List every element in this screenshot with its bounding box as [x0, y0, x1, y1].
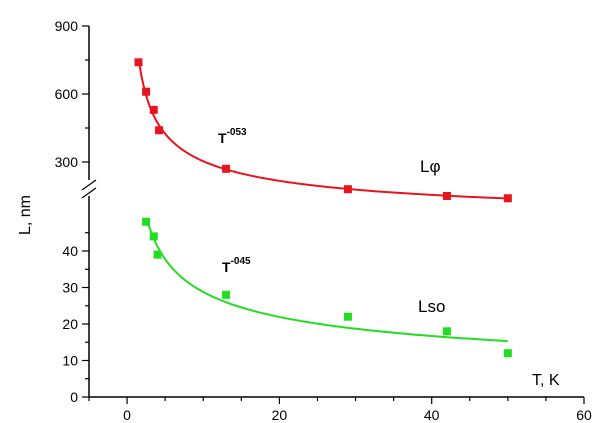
data-point-1 — [503, 349, 512, 358]
data-point-1 — [142, 217, 151, 226]
data-point-1 — [153, 250, 162, 259]
data-point-0 — [442, 192, 451, 200]
data-point-0 — [155, 126, 164, 135]
y-tick-label-lower: 20 — [62, 316, 78, 332]
y-tick-label-upper: 900 — [55, 18, 79, 34]
data-point-1 — [343, 312, 352, 321]
fit-annotation-upper-exponent: -053 — [227, 127, 247, 138]
data-point-0 — [134, 58, 143, 67]
ticks: 0 20 40 60 300 600 900 0 10 20 30 40 — [55, 18, 592, 423]
data-point-0 — [149, 105, 158, 114]
x-axis-label: T, K — [532, 372, 560, 389]
data-point-0 — [142, 87, 151, 96]
series-label-lso: Lso — [418, 297, 445, 316]
axis-break-mark-2 — [81, 187, 97, 199]
data-point-1 — [149, 232, 158, 241]
y-tick-label-lower: 40 — [62, 243, 78, 259]
data-point-1 — [222, 290, 231, 299]
fit-annotation-lower: T-045 — [222, 256, 251, 275]
x-tick-label: 20 — [272, 407, 288, 423]
y-tick-label-upper: 300 — [55, 154, 79, 170]
fit-curves — [138, 62, 508, 343]
x-tick-label: 40 — [424, 407, 440, 423]
data-point-0 — [503, 194, 512, 203]
fit-curve-0 — [138, 62, 508, 200]
fit-annotation-upper-base: T — [218, 130, 227, 146]
series-label-lphi: Lφ — [420, 157, 440, 176]
y-tick-label-upper: 600 — [55, 86, 79, 102]
data-point-0 — [222, 164, 231, 173]
y-tick-label-lower: 30 — [62, 280, 78, 296]
fit-annotation-lower-base: T — [222, 259, 231, 275]
y-tick-label-lower: 10 — [62, 353, 78, 369]
fit-curve-1 — [145, 220, 508, 343]
axis-break-mark-1 — [81, 179, 97, 191]
y-axis-label: L, nm — [17, 195, 34, 235]
x-tick-label: 0 — [123, 407, 131, 423]
fit-annotation-upper: T-053 — [218, 127, 247, 146]
y-axis — [81, 26, 97, 397]
data-point-1 — [442, 327, 451, 336]
fit-annotation-lower-exponent: -045 — [231, 256, 251, 267]
x-tick-label: 60 — [576, 407, 592, 423]
data-point-0 — [343, 185, 352, 194]
y-tick-label-lower: 0 — [70, 389, 78, 405]
data-points — [134, 58, 512, 358]
